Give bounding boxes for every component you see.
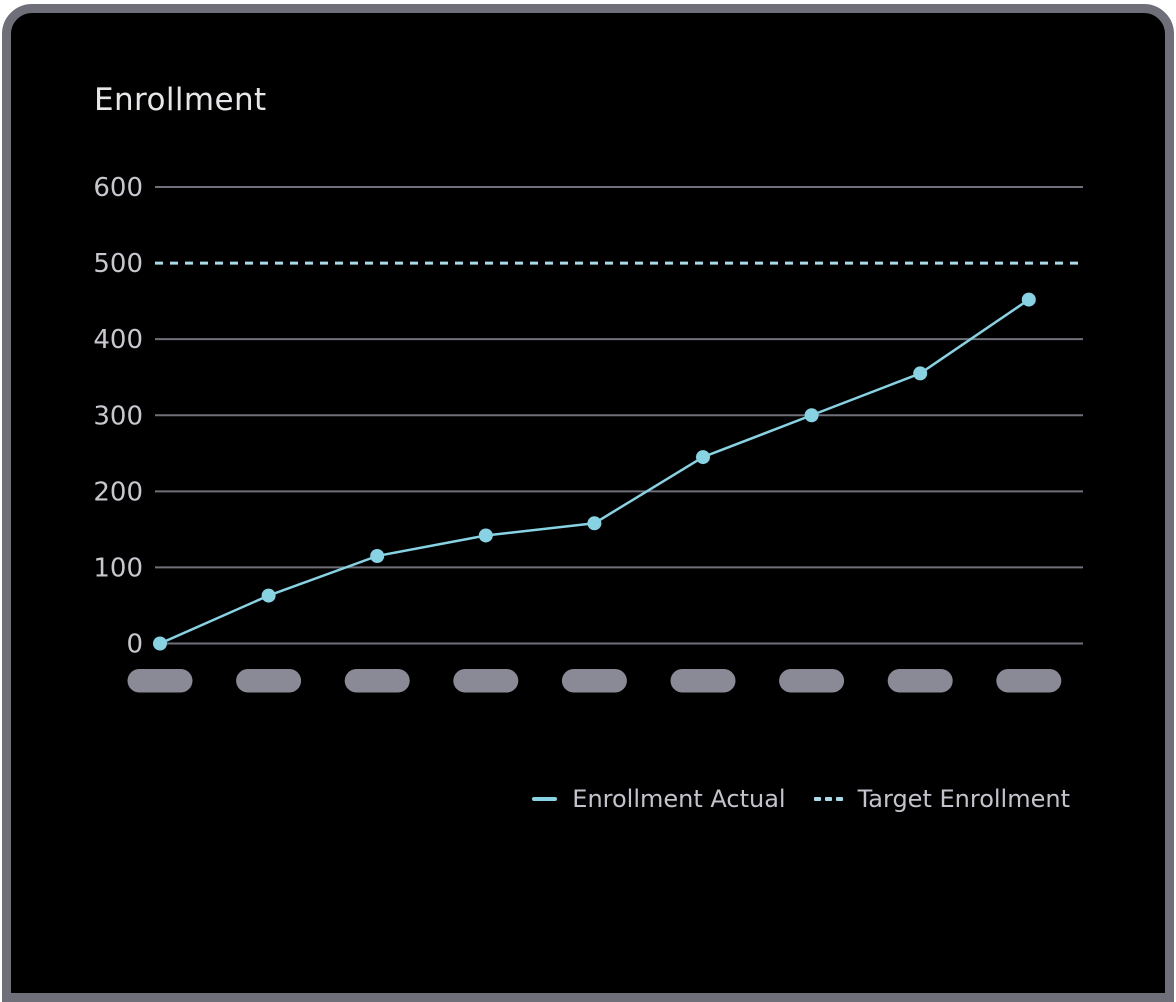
x-tick-pill-7 (887, 669, 953, 693)
x-tick-pill-8 (996, 669, 1062, 693)
x-tick-pill-6 (779, 669, 845, 693)
data-point-0 (153, 636, 167, 651)
legend-label-actual: Enrollment Actual (572, 785, 786, 813)
data-point-7 (913, 366, 928, 381)
x-tick-pill-5 (670, 669, 736, 693)
y-tick-label-100: 100 (93, 553, 143, 583)
y-tick-label-0: 0 (126, 630, 143, 660)
y-tick-label-600: 600 (93, 173, 143, 203)
solid-line-icon (532, 797, 558, 801)
chart-card (2, 4, 1174, 1002)
x-tick-pill-2 (344, 669, 410, 693)
data-point-8 (1021, 292, 1036, 307)
enrollment-line-chart: 600 500 400 300 200 100 0 (93, 173, 1083, 693)
x-tick-pill-1 (236, 669, 302, 693)
data-point-6 (804, 408, 819, 423)
legend-item-target-enrollment: Target Enrollment (813, 785, 1070, 813)
y-tick-label-400: 400 (93, 325, 143, 355)
y-tick-label-200: 200 (93, 477, 143, 507)
chart-legend: Enrollment Actual Target Enrollment (532, 785, 1070, 813)
data-point-4 (587, 516, 602, 531)
legend-label-target: Target Enrollment (857, 785, 1070, 813)
x-tick-pill-3 (453, 669, 519, 693)
x-tick-pill-0 (127, 669, 193, 693)
data-point-5 (696, 450, 710, 465)
chart-title: Enrollment (94, 82, 267, 118)
data-point-3 (478, 528, 493, 543)
y-tick-label-300: 300 (93, 401, 143, 431)
dashed-line-icon (813, 797, 843, 801)
x-tick-pill-4 (561, 669, 627, 693)
data-point-2 (370, 549, 385, 564)
y-tick-label-500: 500 (93, 249, 143, 279)
enrollment-actual-line (159, 298, 1030, 645)
legend-item-enrollment-actual: Enrollment Actual (532, 785, 786, 813)
data-point-1 (261, 588, 276, 603)
